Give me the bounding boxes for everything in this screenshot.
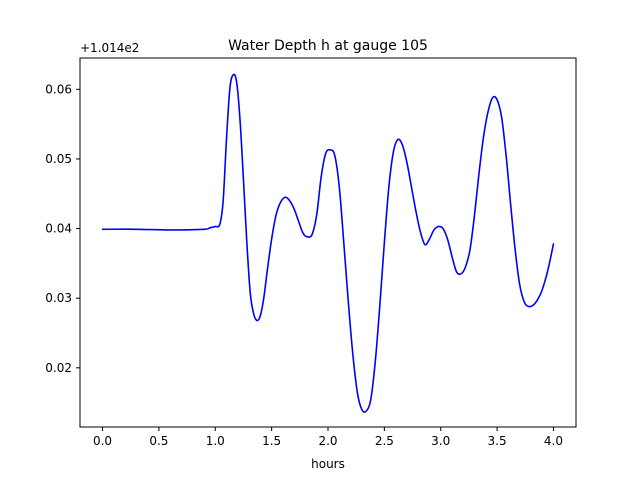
x-axis-label: hours	[311, 457, 345, 471]
x-tick-label: 0.5	[149, 434, 168, 448]
plot-area	[101, 73, 555, 413]
x-tick-label: 4.0	[544, 434, 563, 448]
y-tick-label: 0.05	[45, 152, 72, 166]
chart-title: Water Depth h at gauge 105	[228, 38, 428, 54]
x-tick-label: 2.0	[318, 434, 337, 448]
series-line	[101, 73, 555, 413]
x-tick-label: 2.5	[375, 434, 394, 448]
y-tick-label: 0.04	[45, 222, 72, 236]
y-tick-label: 0.03	[45, 291, 72, 305]
x-axis: 0.0 0.5 1.0 1.5 2.0 2.5 3.0 3.5 4.0	[93, 427, 563, 448]
y-tick-label: 0.02	[45, 361, 72, 375]
x-tick-label: 0.0	[93, 434, 112, 448]
x-tick-label: 1.0	[206, 434, 225, 448]
x-tick-label: 3.0	[431, 434, 450, 448]
y-axis-offset-label: +1.014e2	[80, 41, 139, 55]
x-tick-label: 3.5	[488, 434, 507, 448]
y-tick-label: 0.06	[45, 82, 72, 96]
x-tick-label: 1.5	[262, 434, 281, 448]
y-axis: 0.02 0.03 0.04 0.05 0.06	[45, 82, 80, 375]
